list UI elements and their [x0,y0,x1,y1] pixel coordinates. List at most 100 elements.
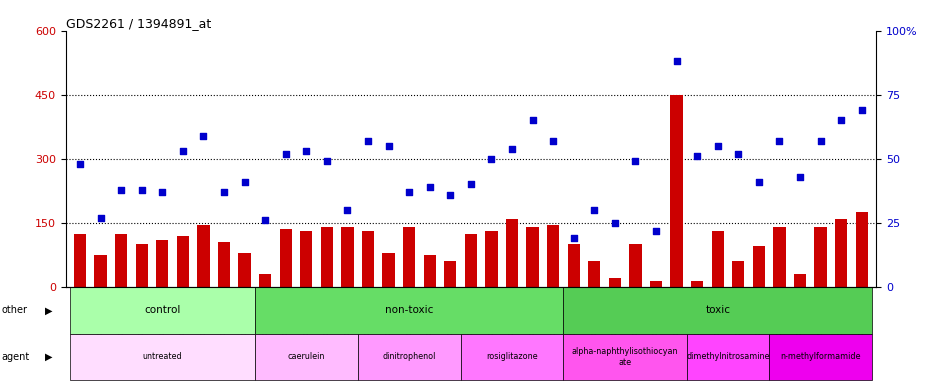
Bar [300,232,312,287]
Point [771,138,786,144]
Bar [402,227,415,287]
Text: rosiglitazone: rosiglitazone [486,353,537,361]
Bar [136,244,148,287]
Point [586,207,601,213]
Point [134,187,149,193]
Point [854,107,869,113]
Point [524,118,539,124]
Text: untreated: untreated [142,353,182,361]
Point [668,58,683,65]
Bar [258,274,271,287]
Bar [358,334,461,380]
Point [257,217,272,223]
Point [833,118,848,124]
Point [730,151,745,157]
Point [299,148,314,154]
Point [792,174,807,180]
Point [154,189,169,195]
Point [689,153,704,159]
Bar [444,262,456,287]
Bar [563,334,686,380]
Bar [813,227,826,287]
Point [648,228,663,234]
Point [751,179,766,185]
Bar [361,232,373,287]
Text: ▶: ▶ [45,352,52,362]
Bar [547,225,559,287]
Point [216,189,231,195]
Bar [461,334,563,380]
Point [237,179,252,185]
Bar [686,334,768,380]
Bar [255,287,563,334]
Bar [69,334,255,380]
Bar [485,232,497,287]
Bar [650,281,662,287]
Bar [768,334,871,380]
Point [360,138,375,144]
Point [113,187,128,193]
Point [72,161,87,167]
Text: other: other [2,305,28,315]
Point [545,138,560,144]
Text: caerulein: caerulein [287,353,325,361]
Bar [320,227,332,287]
Bar [608,278,621,287]
Point [462,181,477,187]
Bar [526,227,538,287]
Bar [341,227,353,287]
Text: control: control [144,305,181,315]
Text: ▶: ▶ [45,305,52,315]
Point [402,189,417,195]
Bar [238,253,251,287]
Point [709,143,724,149]
Point [627,158,642,164]
Bar [752,247,764,287]
Point [93,215,108,221]
Text: alpha-naphthylisothiocyan
ate: alpha-naphthylisothiocyan ate [571,347,678,367]
Point [504,146,519,152]
Point [443,192,458,198]
Text: n-methylformamide: n-methylformamide [780,353,860,361]
Bar [115,233,127,287]
Bar [217,242,230,287]
Point [278,151,293,157]
Bar [669,95,682,287]
Bar [74,233,86,287]
Point [422,184,437,190]
Point [340,207,355,213]
Point [607,220,622,226]
Point [812,138,827,144]
Bar [464,233,476,287]
Bar [855,212,867,287]
Bar [834,218,846,287]
Point [319,158,334,164]
Bar [772,227,784,287]
Point [196,133,211,139]
Bar [156,240,168,287]
Bar [197,225,210,287]
Bar [382,253,394,287]
Bar [255,334,358,380]
Bar [731,262,743,287]
Bar [629,244,641,287]
Text: GDS2261 / 1394891_at: GDS2261 / 1394891_at [66,17,211,30]
Bar [567,244,579,287]
Bar [505,218,518,287]
Bar [95,255,107,287]
Point [565,235,580,242]
Text: toxic: toxic [705,305,729,315]
Bar [690,281,703,287]
Text: dimethylnitrosamine: dimethylnitrosamine [685,353,768,361]
Text: dinitrophenol: dinitrophenol [382,353,435,361]
Text: agent: agent [2,352,30,362]
Bar [710,232,724,287]
Bar [423,255,435,287]
Point [381,143,396,149]
Bar [177,236,189,287]
Point [483,156,498,162]
Point [175,148,190,154]
Bar [588,262,600,287]
Bar [563,287,871,334]
Bar [279,229,291,287]
